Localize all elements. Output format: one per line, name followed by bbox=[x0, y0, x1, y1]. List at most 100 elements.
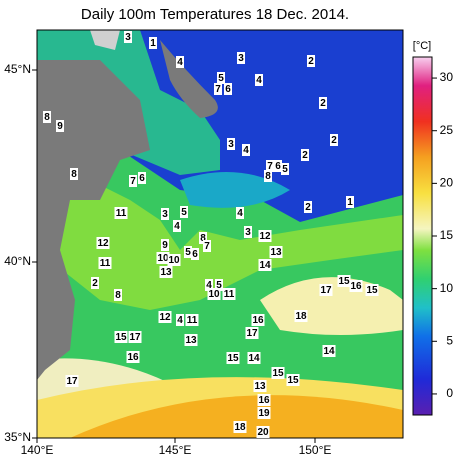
contour-label: 3 bbox=[162, 209, 168, 220]
contour-label-box bbox=[255, 74, 263, 86]
contour-label-box bbox=[242, 144, 250, 156]
contour-label-box bbox=[114, 331, 128, 343]
contour-label-box bbox=[203, 240, 211, 252]
contour-label-box bbox=[96, 237, 110, 249]
contour-label-box bbox=[191, 248, 199, 260]
colorbar-tick-label: 0 bbox=[446, 386, 453, 400]
contour-label: 9 bbox=[57, 121, 63, 132]
contour-label-box bbox=[233, 421, 247, 433]
contour-label-box bbox=[184, 334, 198, 346]
contour-label-box bbox=[258, 259, 272, 271]
colorbar-tick-label: 20 bbox=[440, 176, 454, 190]
contour-label-box bbox=[176, 314, 184, 326]
contour-label: 10 bbox=[208, 289, 220, 300]
contour-label: 17 bbox=[129, 332, 141, 343]
contour-label: 11 bbox=[116, 208, 127, 219]
colorbar-unit: [°C] bbox=[413, 40, 431, 52]
contour-label: 10 bbox=[168, 255, 180, 266]
contour-label-box bbox=[307, 55, 315, 67]
contour-label: 16 bbox=[127, 352, 139, 363]
contour-label: 15 bbox=[227, 353, 239, 364]
colorbar-tick-label: 10 bbox=[440, 281, 454, 295]
contour-label: 4 bbox=[206, 280, 212, 291]
contour-label-box bbox=[245, 327, 259, 339]
colorbar-tick-label: 15 bbox=[440, 228, 454, 242]
contour-label: 15 bbox=[338, 276, 350, 287]
contour-label-box bbox=[281, 163, 289, 175]
contour-label: 4 bbox=[174, 221, 180, 232]
contour-label-box bbox=[217, 72, 225, 84]
contour-label: 11 bbox=[224, 289, 235, 300]
contour-label: 4 bbox=[256, 75, 262, 86]
contour-label: 2 bbox=[308, 56, 314, 67]
contour-label-box bbox=[161, 239, 169, 251]
contour-label: 8 bbox=[115, 290, 121, 301]
contour-label-box bbox=[207, 288, 221, 300]
contour-label-box bbox=[264, 170, 272, 182]
contour-label: 15 bbox=[287, 375, 299, 386]
contour-label: 5 bbox=[282, 164, 288, 175]
contour-label: 13 bbox=[185, 335, 197, 346]
contour-label-box bbox=[330, 134, 338, 146]
contour-label: 18 bbox=[234, 422, 246, 433]
x-tick-label: 150°E bbox=[299, 443, 332, 457]
contour-label-box bbox=[319, 97, 327, 109]
contour-label: 17 bbox=[66, 376, 78, 387]
contour-label: 11 bbox=[100, 258, 111, 269]
contour-label: 2 bbox=[320, 98, 326, 109]
contour-label: 15 bbox=[366, 285, 378, 296]
contour-label: 7 bbox=[130, 176, 136, 187]
colorbar-tick-label: 30 bbox=[440, 70, 454, 84]
contour-label-box bbox=[236, 207, 244, 219]
contour-label-box bbox=[199, 232, 207, 244]
contour-label-box bbox=[185, 314, 199, 326]
contour-label-box bbox=[269, 246, 283, 258]
colorbar bbox=[412, 56, 433, 416]
contour-label: 5 bbox=[216, 280, 222, 291]
contour-label: 7 bbox=[267, 161, 273, 172]
contour-label-box bbox=[256, 426, 270, 438]
contour-label-box bbox=[237, 52, 245, 64]
contour-label: 12 bbox=[259, 231, 271, 242]
contour-label-box bbox=[149, 37, 157, 49]
contour-label: 3 bbox=[228, 139, 234, 150]
contour-label-box bbox=[161, 208, 169, 220]
contour-label: 1 bbox=[150, 38, 156, 49]
contour-label-box bbox=[129, 175, 137, 187]
x-tick-label: 145°E bbox=[159, 443, 192, 457]
y-tick-label: 40°N bbox=[4, 254, 31, 268]
map-frame bbox=[36, 29, 404, 439]
contour-label: 6 bbox=[192, 249, 198, 260]
contour-label-box bbox=[294, 310, 308, 322]
contour-label-box bbox=[114, 289, 122, 301]
contour-label-box bbox=[56, 120, 64, 132]
contour-label: 12 bbox=[97, 238, 109, 249]
contour-label-box bbox=[159, 266, 173, 278]
contour-label: 16 bbox=[258, 395, 270, 406]
contour-label-box bbox=[247, 352, 261, 364]
contour-label: 14 bbox=[323, 346, 335, 357]
contour-label: 4 bbox=[243, 145, 249, 156]
contour-label: 2 bbox=[305, 202, 311, 213]
contour-label: 8 bbox=[44, 112, 50, 123]
contour-label-box bbox=[226, 352, 240, 364]
contour-label: 13 bbox=[270, 247, 282, 258]
contour-label: 16 bbox=[350, 281, 362, 292]
contour-label-box bbox=[286, 374, 300, 386]
contour-label: 16 bbox=[252, 315, 264, 326]
contour-label-box bbox=[227, 138, 235, 150]
contour-label-box bbox=[271, 367, 285, 379]
contour-label-box bbox=[70, 168, 78, 180]
contour-label-box bbox=[128, 331, 142, 343]
contour-label: 4 bbox=[237, 208, 243, 219]
contour-label: 6 bbox=[275, 161, 281, 172]
contour-label: 14 bbox=[248, 353, 260, 364]
contour-label: 6 bbox=[139, 173, 145, 184]
contour-label-box bbox=[244, 226, 252, 238]
contour-label: 5 bbox=[185, 247, 191, 258]
contour-label: 15 bbox=[272, 368, 284, 379]
contour-label: 5 bbox=[218, 73, 224, 84]
contour-label-box bbox=[114, 207, 128, 219]
colorbar-tick-label: 25 bbox=[440, 123, 454, 137]
